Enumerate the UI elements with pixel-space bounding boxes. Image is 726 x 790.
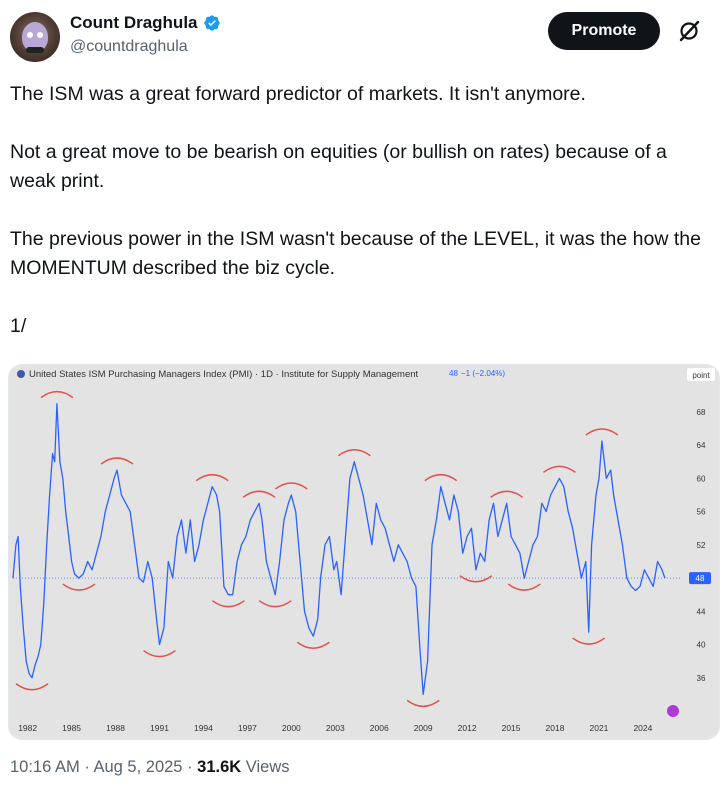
- peak-highlight-arc: [585, 428, 619, 436]
- current-value-tag: [689, 572, 711, 585]
- change-label: −1 (−2.04%): [461, 369, 505, 378]
- x-tick-label: 1982: [18, 723, 37, 733]
- x-tick-label: 2015: [502, 723, 521, 733]
- promote-button[interactable]: Promote: [548, 12, 660, 50]
- x-tick-label: 1988: [106, 723, 125, 733]
- peak-highlight-arc: [424, 473, 458, 482]
- y-tick-label: 40: [697, 641, 706, 650]
- y-tick-label: 36: [697, 674, 706, 683]
- peak-highlight-arc: [490, 490, 524, 498]
- tweet-paragraph: The previous power in the ISM wasn't bec…: [10, 228, 701, 279]
- y-tick-label: 60: [697, 474, 706, 483]
- tweet-header: Count Draghula @countdraghula Promote: [10, 8, 716, 64]
- tweet-paragraph: Not a great move to be bearish on equiti…: [10, 141, 667, 192]
- y-tick-label: 52: [697, 541, 706, 550]
- views-label: Views: [245, 758, 290, 776]
- tradingview-logo-icon: [667, 705, 679, 717]
- y-tick-label: 56: [697, 508, 706, 517]
- trough-highlight-arc: [211, 600, 245, 608]
- peak-highlight-arc: [40, 390, 74, 399]
- x-tick-label: 2024: [633, 723, 652, 733]
- trough-highlight-arc: [406, 699, 440, 708]
- x-tick-label: 2021: [590, 723, 609, 733]
- avatar[interactable]: [10, 12, 60, 62]
- views-count: 31.6K: [197, 758, 242, 776]
- trough-highlight-arc: [258, 600, 292, 608]
- trough-highlight-arc: [507, 583, 541, 591]
- ism-pmi-chart: United States ISM Purchasing Managers In…: [9, 365, 719, 739]
- x-tick-label: 1997: [238, 723, 257, 733]
- separator-dot: ·: [84, 758, 94, 776]
- peak-highlight-arc: [195, 473, 229, 482]
- x-tick-label: 2012: [458, 723, 477, 733]
- ism-series-line: [12, 402, 666, 696]
- trough-highlight-arc: [62, 583, 96, 591]
- author-block: Count Draghula @countdraghula: [70, 12, 221, 58]
- x-tick-label: 2009: [414, 723, 433, 733]
- post-time[interactable]: 10:16 AM: [10, 758, 80, 776]
- tweet-footer: 10:16 AM · Aug 5, 2025 · 31.6K Views: [10, 758, 290, 777]
- trough-highlight-arc: [143, 649, 176, 658]
- chart-image[interactable]: United States ISM Purchasing Managers In…: [8, 364, 720, 740]
- chart-title: United States ISM Purchasing Managers In…: [29, 369, 419, 380]
- peak-highlight-arc: [100, 457, 134, 465]
- separator-dot: ·: [187, 758, 198, 776]
- trough-highlight-arc: [459, 575, 493, 583]
- peak-highlight-arc: [542, 465, 576, 473]
- tweet-paragraph: The ISM was a great forward predictor of…: [10, 83, 586, 105]
- peak-highlight-arc: [337, 449, 371, 457]
- y-tick-label: 68: [697, 408, 706, 417]
- peak-highlight-arc: [242, 490, 276, 498]
- x-tick-label: 2018: [546, 723, 565, 733]
- trough-highlight-arc: [572, 637, 606, 645]
- peak-highlight-arc: [274, 482, 308, 490]
- current-value-text: 48: [696, 574, 705, 583]
- tweet-paragraph: 1/: [10, 315, 27, 337]
- x-tick-label: 2000: [282, 723, 301, 733]
- post-date[interactable]: Aug 5, 2025: [93, 758, 183, 776]
- x-tick-label: 1994: [194, 723, 213, 733]
- user-handle[interactable]: @countdraghula: [70, 38, 188, 55]
- last-value-label: 48: [449, 369, 458, 378]
- x-tick-label: 1991: [150, 723, 169, 733]
- y-tick-label: 64: [697, 441, 706, 450]
- us-flag-icon: [17, 370, 25, 378]
- y-tick-label: 44: [697, 607, 706, 616]
- tweet-body: The ISM was a great forward predictor of…: [10, 80, 716, 341]
- x-tick-label: 2006: [370, 723, 389, 733]
- trough-highlight-arc: [15, 683, 49, 691]
- display-name-row[interactable]: Count Draghula: [70, 12, 221, 34]
- trough-highlight-arc: [296, 641, 330, 649]
- x-tick-label: 1985: [62, 723, 81, 733]
- grok-slash-icon[interactable]: [676, 18, 702, 44]
- display-name[interactable]: Count Draghula: [70, 13, 198, 32]
- x-tick-label: 2003: [326, 723, 345, 733]
- y-axis-unit: point: [692, 371, 710, 380]
- verified-badge-icon: [203, 15, 220, 31]
